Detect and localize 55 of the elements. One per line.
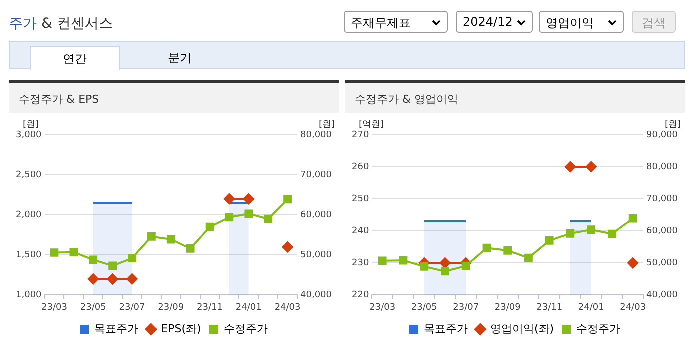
y-tick-label: 1,000 bbox=[16, 290, 42, 301]
legend-label: 목표주가 bbox=[424, 322, 468, 336]
y2-tick-label: 70,000 bbox=[300, 170, 332, 180]
x-tick-label: 23/03 bbox=[42, 302, 68, 313]
x-tick-label: 23/03 bbox=[370, 302, 396, 313]
legend-label: 영업이익(좌) bbox=[490, 322, 554, 336]
x-tick-label: 23/05 bbox=[80, 302, 106, 313]
y2-tick-label: 80,000 bbox=[646, 162, 678, 172]
legend-label: 수정주가 bbox=[576, 322, 621, 336]
x-tick-label: 23/11 bbox=[197, 302, 223, 313]
y2-axis-title: [원] bbox=[318, 120, 335, 130]
x-tick-label: 23/07 bbox=[453, 302, 480, 313]
x-tick-label: 23/09 bbox=[494, 302, 522, 313]
legend-label: 목표주가 bbox=[94, 322, 139, 336]
y2-tick-label: 60,000 bbox=[646, 226, 678, 236]
x-tick-label: 24/01 bbox=[578, 302, 604, 313]
x-tick-label: 23/09 bbox=[158, 302, 184, 313]
x-tick-label: 24/03 bbox=[274, 302, 301, 313]
y2-tick-label: 70,000 bbox=[646, 194, 678, 204]
x-tick-label: 24/01 bbox=[236, 302, 262, 313]
y-tick-label: 270 bbox=[352, 130, 370, 140]
y-tick-label: 3,000 bbox=[16, 130, 42, 140]
y2-tick-label: 40,000 bbox=[300, 290, 332, 301]
chart-title: 수정주가 & 영업이익 bbox=[345, 83, 685, 113]
text: 주재무제표 bbox=[351, 16, 411, 30]
y-tick-label: 250 bbox=[352, 194, 370, 204]
legend-label: EPS(좌) bbox=[161, 322, 202, 336]
y-tick-label: 2,000 bbox=[16, 210, 42, 220]
x-tick-label: 24/03 bbox=[620, 302, 646, 313]
chart-title: 수정주가 & EPS bbox=[9, 83, 339, 113]
x-tick-label: 23/11 bbox=[536, 302, 563, 313]
y2-tick-label: 50,000 bbox=[646, 258, 678, 269]
text: 2024/12 bbox=[463, 15, 513, 29]
y2-tick-label: 60,000 bbox=[300, 210, 332, 220]
y2-axis-title: [원] bbox=[664, 120, 681, 130]
text: 영업이익 bbox=[546, 16, 594, 30]
y-axis-title: [억원] bbox=[359, 120, 384, 130]
text: 분기 bbox=[167, 50, 193, 67]
text: 검색 bbox=[632, 11, 676, 33]
y-tick-label: 240 bbox=[352, 226, 370, 236]
text: 주가 & 컨센서스 bbox=[9, 16, 113, 32]
x-tick-label: 23/05 bbox=[411, 302, 438, 313]
y2-tick-label: 50,000 bbox=[300, 250, 332, 260]
y2-tick-label: 40,000 bbox=[646, 290, 678, 301]
y-axis-title: [원] bbox=[23, 120, 40, 130]
y2-tick-label: 80,000 bbox=[300, 130, 332, 140]
x-tick-label: 23/07 bbox=[119, 302, 146, 313]
y-tick-label: 1,500 bbox=[16, 250, 42, 260]
y-tick-label: 2,500 bbox=[16, 170, 42, 180]
y-tick-label: 220 bbox=[352, 290, 370, 301]
legend-label: 수정주가 bbox=[224, 322, 268, 336]
y-tick-label: 230 bbox=[352, 258, 370, 269]
y-tick-label: 260 bbox=[352, 162, 370, 172]
y2-tick-label: 90,000 bbox=[646, 130, 678, 140]
text: 연간 bbox=[30, 46, 120, 70]
